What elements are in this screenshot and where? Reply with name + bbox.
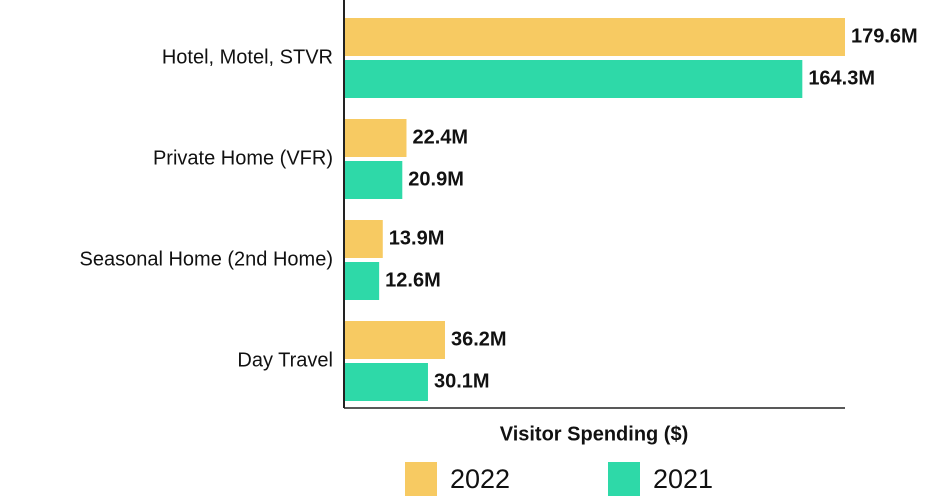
category-label: Hotel, Motel, STVR: [162, 46, 333, 68]
bar: [345, 262, 380, 300]
bar: [345, 321, 445, 359]
category-label: Day Travel: [237, 349, 333, 371]
value-label: 36.2M: [451, 328, 507, 350]
bar: [345, 60, 803, 98]
bar: [345, 119, 407, 157]
bar: [345, 161, 403, 199]
value-label: 179.6M: [851, 25, 918, 47]
bar: [345, 220, 383, 258]
value-label: 164.3M: [808, 67, 875, 89]
value-label: 20.9M: [408, 168, 464, 190]
bar: [345, 363, 428, 401]
x-axis-title: Visitor Spending ($): [500, 423, 689, 445]
legend-swatch: [405, 462, 437, 496]
bar: [345, 18, 845, 56]
value-label: 22.4M: [412, 126, 468, 148]
value-label: 30.1M: [434, 370, 490, 392]
category-label: Private Home (VFR): [153, 147, 333, 169]
value-label: 13.9M: [389, 227, 445, 249]
legend-swatch: [608, 462, 640, 496]
category-label: Seasonal Home (2nd Home): [80, 248, 333, 270]
value-label: 12.6M: [385, 269, 441, 291]
legend-label: 2022: [450, 464, 510, 494]
legend-label: 2021: [653, 464, 713, 494]
